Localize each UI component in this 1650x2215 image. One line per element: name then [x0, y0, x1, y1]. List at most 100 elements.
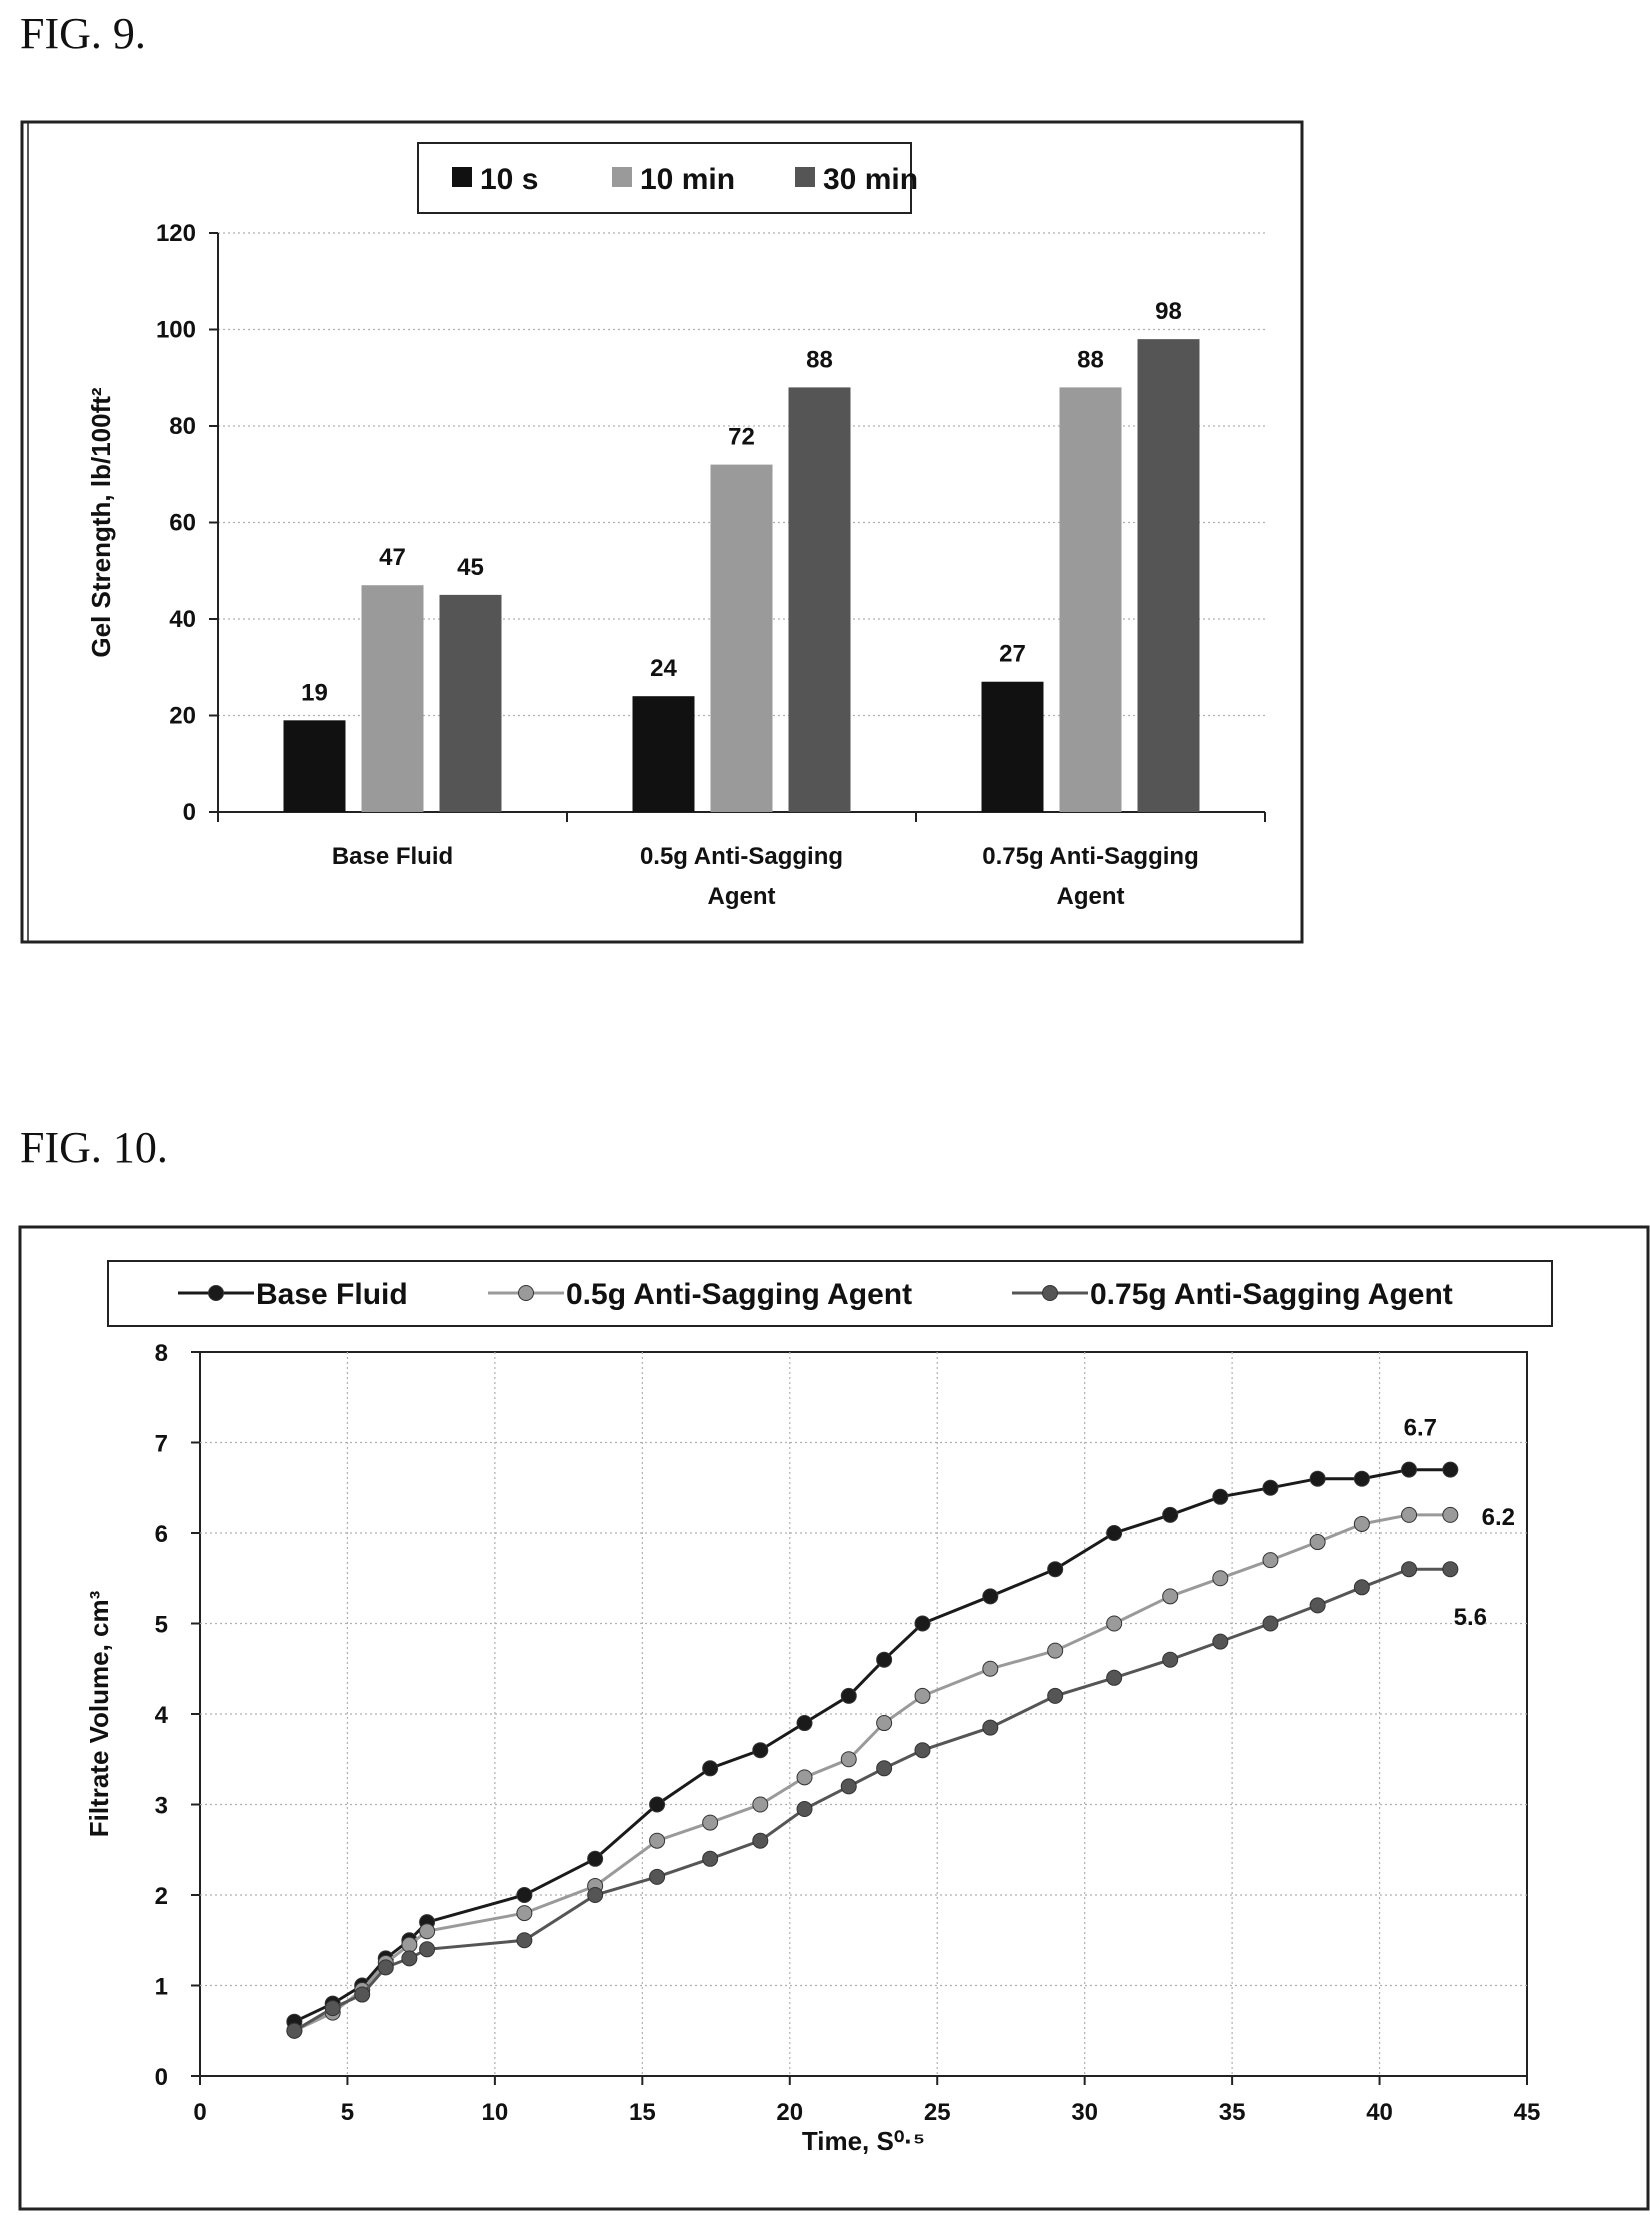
y-tick-label: 2	[155, 1883, 168, 1910]
data-point	[1212, 1633, 1229, 1650]
data-point	[1353, 1579, 1370, 1596]
legend-marker	[518, 1285, 534, 1301]
y-axis-label: Gel Strength, lb/100ft²	[86, 387, 116, 657]
x-category-label: 0.5g Anti-Sagging	[640, 843, 843, 870]
x-tick-label: 45	[1514, 2099, 1541, 2126]
data-point	[702, 1814, 719, 1831]
data-point	[796, 1715, 813, 1732]
bar	[361, 585, 424, 812]
x-tick-label: 0	[193, 2099, 206, 2126]
bar-data-label: 19	[301, 679, 328, 706]
data-point	[840, 1751, 857, 1768]
y-tick-label: 0	[183, 799, 196, 826]
data-point	[914, 1615, 931, 1632]
y-tick-label: 60	[169, 510, 196, 537]
data-point	[354, 1986, 371, 2003]
y-tick-label: 120	[156, 220, 196, 247]
bar-data-label: 24	[650, 655, 677, 682]
data-point	[587, 1887, 604, 1903]
x-category-label: Base Fluid	[332, 843, 453, 870]
y-axis-label: Filtrate Volume, cm³	[84, 1590, 114, 1837]
bar	[439, 594, 502, 812]
x-tick-label: 5	[341, 2099, 354, 2126]
series-end-label: 5.6	[1454, 1604, 1487, 1631]
bar-data-label: 45	[457, 554, 484, 581]
data-point	[702, 1760, 719, 1777]
data-point	[1212, 1570, 1229, 1587]
legend-box	[107, 1260, 1553, 1327]
series-line	[293, 1567, 1451, 2033]
data-point	[1106, 1615, 1123, 1632]
data-point	[796, 1801, 813, 1818]
data-point	[914, 1687, 931, 1704]
data-point	[419, 1923, 436, 1940]
bar	[710, 464, 773, 812]
data-point	[876, 1760, 893, 1777]
figure-10-label: FIG. 10.	[20, 1123, 168, 1172]
data-point	[1106, 1525, 1123, 1541]
legend-label: Base Fluid	[256, 1278, 408, 1311]
y-tick-label: 0	[155, 2064, 168, 2091]
data-point	[982, 1588, 999, 1605]
x-category-label: Agent	[708, 883, 776, 910]
data-point	[752, 1832, 769, 1849]
bar	[788, 387, 851, 812]
figure-9-label: FIG. 9.	[20, 9, 146, 58]
bar	[1059, 387, 1122, 812]
y-tick-label: 4	[155, 1702, 169, 1729]
x-tick-label: 20	[776, 2099, 803, 2126]
bar	[283, 720, 346, 812]
data-point	[649, 1868, 666, 1885]
data-point	[1106, 1669, 1123, 1686]
data-point	[1047, 1642, 1064, 1659]
legend-swatch	[452, 167, 472, 187]
y-tick-label: 7	[155, 1431, 168, 1458]
legend-label: 10 s	[480, 163, 538, 196]
data-point	[286, 2022, 303, 2039]
chart-frame	[18, 1225, 1650, 2211]
bar-data-label: 88	[806, 346, 833, 373]
data-point	[982, 1719, 999, 1736]
data-point	[1401, 1506, 1418, 1523]
x-category-label: Agent	[1057, 883, 1125, 910]
bar-data-label: 47	[379, 544, 406, 571]
data-point	[1401, 1461, 1418, 1478]
data-point	[1401, 1561, 1418, 1578]
data-point	[1442, 1461, 1459, 1478]
data-point	[1162, 1588, 1179, 1605]
data-point	[419, 1941, 436, 1958]
y-tick-label: 1	[155, 1974, 168, 2001]
data-point	[1047, 1687, 1064, 1704]
x-tick-label: 10	[482, 2099, 509, 2126]
y-tick-label: 80	[169, 413, 196, 440]
data-point	[1262, 1552, 1279, 1569]
plot-area	[199, 1351, 1528, 2077]
data-point	[324, 2000, 341, 2017]
data-point	[516, 1932, 533, 1949]
data-point	[516, 1887, 533, 1903]
data-point	[702, 1850, 719, 1867]
bar	[632, 696, 695, 812]
data-point	[1162, 1651, 1179, 1668]
series-end-label: 6.2	[1482, 1504, 1515, 1531]
y-tick-label: 40	[169, 606, 196, 633]
data-point	[1442, 1506, 1459, 1523]
legend-marker	[1042, 1285, 1058, 1301]
y-tick-label: 6	[155, 1521, 168, 1548]
y-tick-label: 3	[155, 1793, 168, 1820]
data-point	[1262, 1479, 1279, 1496]
data-point	[649, 1796, 666, 1813]
data-point	[840, 1687, 857, 1704]
legend-label: 10 min	[640, 163, 735, 196]
bar-data-label: 27	[999, 641, 1026, 668]
y-tick-label: 100	[156, 317, 196, 344]
legend-swatch	[795, 167, 815, 187]
legend-box	[417, 142, 912, 214]
x-tick-label: 15	[629, 2099, 656, 2126]
data-point	[1047, 1561, 1064, 1578]
data-point	[1353, 1470, 1370, 1487]
legend-swatch	[612, 167, 632, 187]
data-point	[1309, 1597, 1326, 1614]
data-point	[1162, 1506, 1179, 1523]
